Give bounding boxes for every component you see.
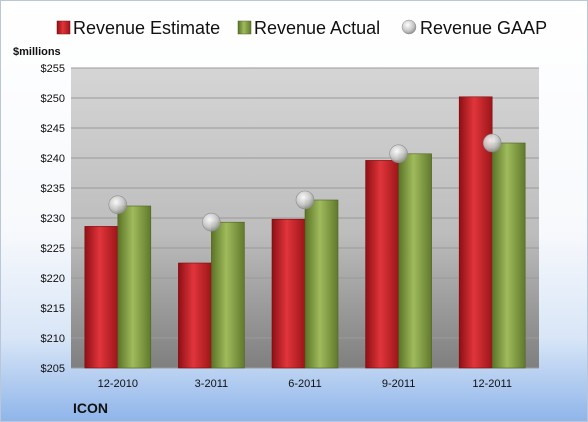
bar-revenue-estimate (271, 218, 306, 369)
marker-revenue-gaap (295, 190, 315, 210)
legend-item-gaap: Revenue GAAP (401, 18, 547, 38)
y-tick-label: $245 (41, 123, 65, 135)
legend-label-actual: Revenue Actual (254, 18, 380, 38)
legend-item-estimate: Revenue Estimate (56, 18, 220, 38)
bar-revenue-actual (304, 199, 339, 369)
marker-revenue-gaap (202, 212, 221, 232)
y-tick-label: $230 (41, 213, 65, 225)
bars-group (84, 96, 526, 369)
company-label: ICON (73, 400, 108, 416)
legend-swatch-actual (237, 20, 252, 35)
y-tick-label: $220 (41, 273, 65, 285)
x-tick-label: 3-2011 (195, 378, 228, 390)
y-tick-label: $215 (41, 303, 65, 315)
marker-revenue-gaap (482, 133, 502, 153)
y-axis-ticks: $205 $210 $215 $220 $225 $230 $235 $240 $245 $250… (41, 63, 65, 375)
legend-swatch-gaap (401, 19, 417, 35)
y-tick-label: $255 (41, 63, 65, 75)
x-tick-label: 12-2010 (98, 378, 138, 390)
bar-revenue-estimate (178, 262, 212, 369)
y-tick-label: $210 (41, 333, 65, 345)
x-tick-label: 9-2011 (382, 378, 415, 390)
y-tick-label: $250 (41, 93, 65, 105)
marker-revenue-gaap (108, 195, 128, 215)
bar-revenue-actual (211, 221, 245, 369)
bar-revenue-actual (398, 153, 432, 369)
y-tick-label: $240 (41, 153, 65, 165)
bar-revenue-estimate (365, 160, 399, 369)
legend-label-gaap: Revenue GAAP (420, 18, 547, 38)
y-tick-label: $235 (41, 183, 65, 195)
legend-label-estimate: Revenue Estimate (73, 18, 220, 38)
markers-group (108, 133, 502, 232)
legend: Revenue Estimate Revenue Actual Revenue … (56, 18, 547, 38)
y-tick-label: $205 (41, 363, 65, 375)
bar-revenue-estimate (84, 226, 119, 369)
x-axis-ticks: 12-2010 3-2011 6-2011 9-2011 12-2011 (98, 378, 512, 390)
x-tick-label: 6-2011 (288, 378, 321, 390)
y-tick-label: $225 (41, 243, 65, 255)
y-axis-unit-label: $millions (13, 46, 61, 58)
bar-revenue-actual (117, 205, 152, 369)
legend-swatch-estimate (56, 20, 71, 35)
legend-item-actual: Revenue Actual (237, 18, 380, 38)
bar-revenue-actual (491, 142, 526, 369)
x-tick-label: 12-2011 (472, 378, 512, 390)
marker-revenue-gaap (389, 144, 408, 164)
